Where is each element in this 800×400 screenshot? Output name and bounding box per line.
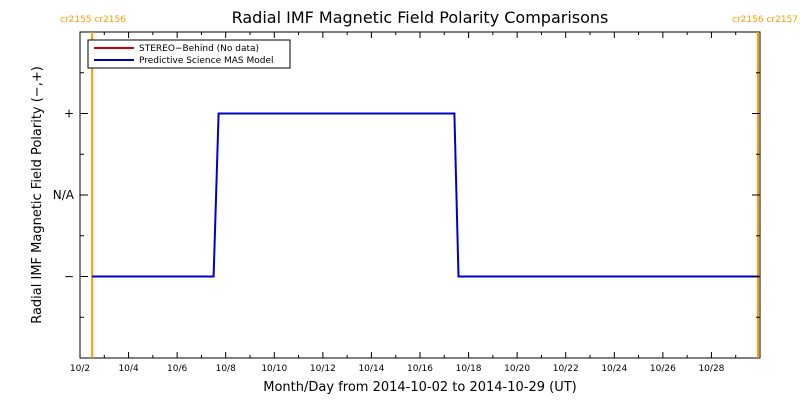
x-tick-label: 10/4 — [118, 364, 138, 374]
carrington-label: cr2155 cr2156 — [60, 15, 126, 25]
x-tick-label: 10/26 — [650, 364, 676, 374]
x-axis-label: Month/Day from 2014-10-02 to 2014-10-29 … — [263, 380, 576, 395]
x-tick-label: 10/2 — [70, 364, 90, 374]
x-axis-ticks: 10/2 10/4 10/6 10/8 10/10 10/12 10/14 10/16 10/1… — [70, 32, 737, 374]
x-tick-label: 10/12 — [310, 364, 336, 374]
legend-label: STEREO−Behind (No data) — [139, 44, 259, 54]
y-tick-label: − — [64, 270, 74, 284]
series-line — [92, 112, 759, 278]
x-tick-label: 10/8 — [216, 364, 236, 374]
carrington-label: cr2156 cr2157 — [732, 15, 798, 25]
x-tick-label: 10/18 — [456, 364, 482, 374]
legend: STEREO−Behind (No data) Predictive Scienc… — [87, 39, 291, 69]
chart-title: Radial IMF Magnetic Field Polarity Compa… — [232, 8, 609, 27]
y-tick-label: + — [64, 107, 74, 121]
plot-frame — [79, 31, 761, 359]
x-tick-label: 10/10 — [261, 364, 287, 374]
x-tick-label: 10/24 — [601, 364, 627, 374]
x-tick-label: 10/22 — [553, 364, 579, 374]
x-tick-label: 10/14 — [358, 364, 384, 374]
series-lines — [92, 112, 759, 278]
legend-box — [87, 39, 291, 69]
x-tick-label: 10/20 — [504, 364, 530, 374]
x-tick-label: 10/16 — [407, 364, 433, 374]
y-axis-label: Radial IMF Magnetic Field Polarity (−,+) — [30, 66, 45, 324]
y-axis-ticks: + N/A − — [53, 72, 760, 318]
legend-label: Predictive Science MAS Model — [139, 56, 274, 66]
x-tick-label: 10/28 — [698, 364, 724, 374]
x-tick-label: 10/6 — [167, 364, 187, 374]
y-tick-label: N/A — [53, 188, 75, 202]
